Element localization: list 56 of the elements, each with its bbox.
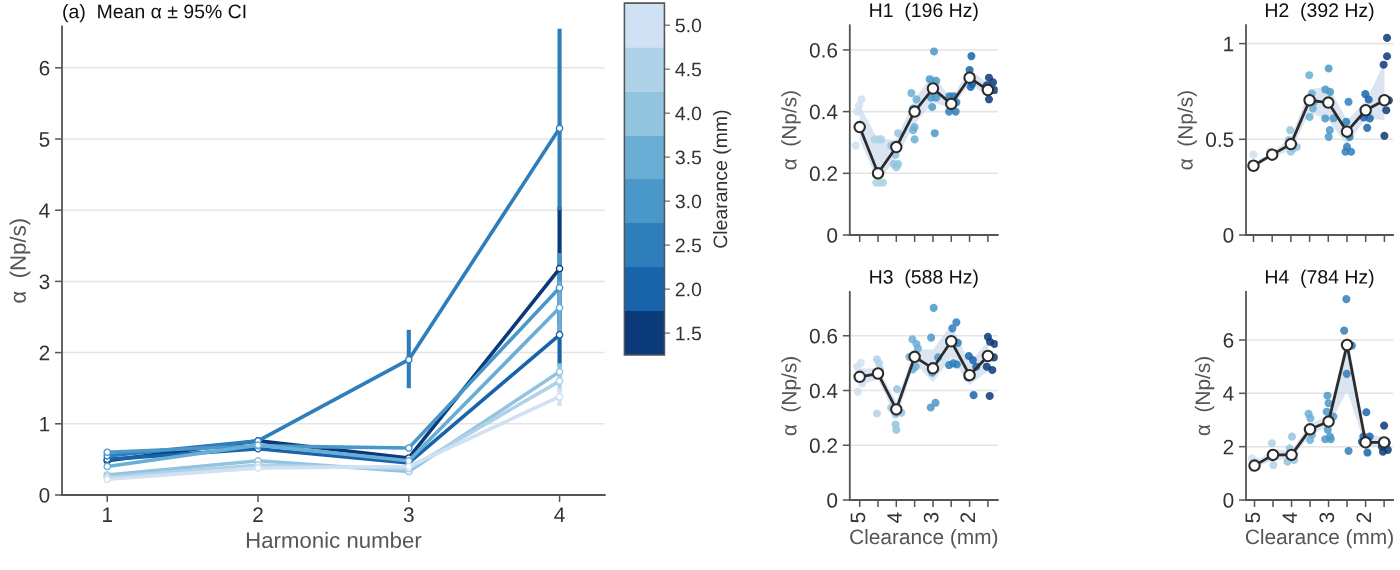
color-bar-label: 2.0 bbox=[675, 282, 702, 297]
x-tick-label: 4 bbox=[554, 507, 565, 522]
y-tick-label: 0.2 bbox=[809, 438, 837, 454]
color-bar-label: 3.5 bbox=[675, 150, 702, 165]
x-tick-label: 3 bbox=[1319, 512, 1335, 523]
x-tick-label: 2 bbox=[253, 507, 263, 522]
x-tick-label: 2 bbox=[1356, 512, 1371, 523]
y-tick-label: 0 bbox=[1223, 228, 1234, 243]
y-tick-label: 0.4 bbox=[809, 383, 838, 399]
chart-title: (a) Mean α ± 95% CI bbox=[63, 4, 246, 23]
x-tick-label: 4 bbox=[887, 512, 902, 523]
color-bar-label: 5.0 bbox=[675, 18, 702, 33]
x-tick-label: 3 bbox=[923, 512, 939, 523]
y-axis-title: α (Np/s) bbox=[781, 91, 801, 170]
y-tick-label: 0 bbox=[827, 228, 838, 243]
y-tick-label: 3 bbox=[39, 274, 50, 290]
y-tick-label: 0.5 bbox=[1206, 132, 1234, 148]
y-tick-label: 0.6 bbox=[809, 328, 838, 344]
chart-title: H3 (588 Hz) bbox=[870, 269, 978, 288]
y-axis-title: α (Np/s) bbox=[1194, 357, 1215, 436]
color-bar-label: 4.0 bbox=[675, 106, 702, 121]
color-bar-label: 2.5 bbox=[675, 238, 702, 253]
x-axis-title: Clearance (mm) bbox=[850, 528, 998, 549]
x-tick-label: 4 bbox=[1282, 512, 1297, 523]
y-tick-label: 1 bbox=[1224, 36, 1234, 52]
x-tick-label: 1 bbox=[103, 507, 113, 522]
x-axis-title: Harmonic number bbox=[246, 531, 422, 549]
x-tick-label: 5 bbox=[850, 512, 866, 523]
y-tick-label: 2 bbox=[39, 345, 50, 361]
y-tick-label: 6 bbox=[1223, 332, 1234, 348]
chart-title: H2 (392 Hz) bbox=[1265, 2, 1374, 21]
x-tick-label: 3 bbox=[403, 507, 414, 523]
y-tick-label: 0.4 bbox=[809, 104, 838, 120]
y-tick-label: 1 bbox=[40, 417, 50, 432]
y-tick-label: 0.6 bbox=[809, 42, 838, 58]
y-tick-label: 0 bbox=[39, 487, 50, 503]
y-axis-title: α (Np/s) bbox=[1177, 91, 1197, 170]
x-tick-label: 2 bbox=[960, 512, 975, 523]
y-tick-label: 0.2 bbox=[809, 166, 837, 182]
y-tick-label: 2 bbox=[1223, 439, 1234, 455]
x-tick-label: 5 bbox=[1245, 512, 1261, 523]
color-bar-label: 3.0 bbox=[675, 194, 702, 209]
color-bar-title: Clearance (mm) bbox=[713, 110, 732, 248]
y-tick-label: 5 bbox=[39, 132, 50, 147]
chart-title: H4 (784 Hz) bbox=[1265, 269, 1374, 288]
y-tick-label: 4 bbox=[1223, 386, 1234, 401]
y-axis-title: α (Np/s) bbox=[9, 219, 31, 303]
y-tick-label: 6 bbox=[39, 60, 50, 76]
color-bar-label: 4.5 bbox=[675, 62, 702, 77]
chart-title: H1 (196 Hz) bbox=[870, 2, 978, 21]
y-axis-title: α (Np/s) bbox=[781, 357, 801, 436]
y-tick-label: 4 bbox=[39, 203, 50, 218]
color-bar-label: 1.5 bbox=[676, 326, 702, 341]
x-axis-title: Clearance (mm) bbox=[1245, 528, 1393, 549]
y-tick-label: 0 bbox=[1223, 493, 1234, 508]
y-tick-label: 0 bbox=[827, 493, 838, 508]
